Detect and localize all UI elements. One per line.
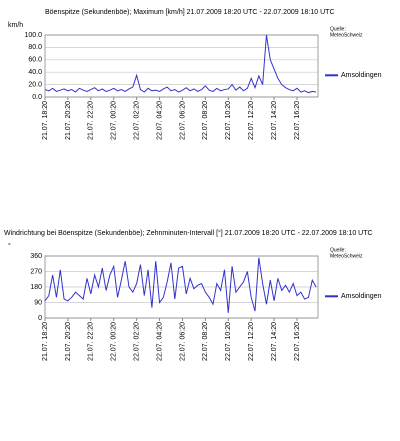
x-tick-label: 22.07. 16:20 — [294, 101, 301, 140]
x-tick-label: 22.07. 00:20 — [111, 322, 118, 361]
legend-label: Amsoldingen — [341, 72, 382, 79]
data-line — [44, 257, 317, 313]
y-tick-label: 0 — [38, 315, 42, 322]
y-tick-label: 20.0 — [28, 81, 42, 88]
x-tick-label: 21.07. 22:20 — [88, 322, 95, 361]
x-tick-label: 22.07. 14:20 — [271, 101, 278, 140]
data-line — [44, 34, 317, 94]
plot-frame — [44, 34, 319, 98]
x-tick-label: 21.07. 18:20 — [42, 322, 49, 361]
y-tick-label: 180 — [30, 284, 42, 291]
plot-frame — [44, 255, 319, 319]
x-tick-label: 22.07. 16:20 — [294, 322, 301, 361]
x-tick-label: 22.07. 14:20 — [271, 322, 278, 361]
x-tick-label: 21.07. 20:20 — [65, 322, 72, 361]
y-tick-label: 100.0 — [24, 32, 42, 39]
source-note: MeteoSchweiz — [330, 32, 363, 38]
y-tick-label: 360 — [30, 253, 42, 260]
y-axis-label: km/h — [8, 22, 23, 29]
x-tick-label: 22.07. 06:20 — [179, 101, 186, 140]
y-axis-label: ° — [8, 242, 11, 250]
x-tick-label: 22.07. 02:20 — [133, 101, 140, 140]
y-tick-label: 90 — [34, 299, 42, 306]
x-tick-label: 22.07. 12:20 — [248, 322, 255, 361]
x-tick-label: 22.07. 06:20 — [179, 322, 186, 361]
legend-label: Amsoldingen — [341, 293, 382, 300]
x-tick-label: 22.07. 04:20 — [156, 101, 163, 140]
x-tick-label: 21.07. 22:20 — [88, 101, 95, 140]
x-tick-label: 22.07. 04:20 — [156, 322, 163, 361]
source-note: Quelle: — [330, 247, 346, 253]
y-tick-label: 270 — [30, 268, 42, 275]
x-tick-label: 22.07. 08:20 — [202, 101, 209, 140]
chart-title: Windrichtung bei Böenspitze (Sekundenböe… — [4, 229, 373, 237]
x-tick-label: 22.07. 10:20 — [225, 322, 232, 361]
chart-title: Böenspitze (Sekundenböe); Maximum [km/h]… — [45, 9, 335, 16]
x-tick-label: 21.07. 18:20 — [42, 101, 49, 140]
y-tick-label: 0.0 — [32, 94, 42, 101]
y-tick-label: 40.0 — [28, 69, 42, 76]
y-tick-label: 60.0 — [28, 57, 42, 64]
x-tick-label: 22.07. 02:20 — [133, 322, 140, 361]
y-tick-label: 80.0 — [28, 44, 42, 51]
x-tick-label: 22.07. 00:20 — [111, 101, 118, 140]
x-tick-label: 22.07. 08:20 — [202, 322, 209, 361]
source-note: Quelle: — [330, 26, 346, 32]
x-tick-label: 21.07. 20:20 — [65, 101, 72, 140]
source-note: MeteoSchweiz — [330, 253, 363, 259]
x-tick-label: 22.07. 10:20 — [225, 101, 232, 140]
x-tick-label: 22.07. 12:20 — [248, 101, 255, 140]
